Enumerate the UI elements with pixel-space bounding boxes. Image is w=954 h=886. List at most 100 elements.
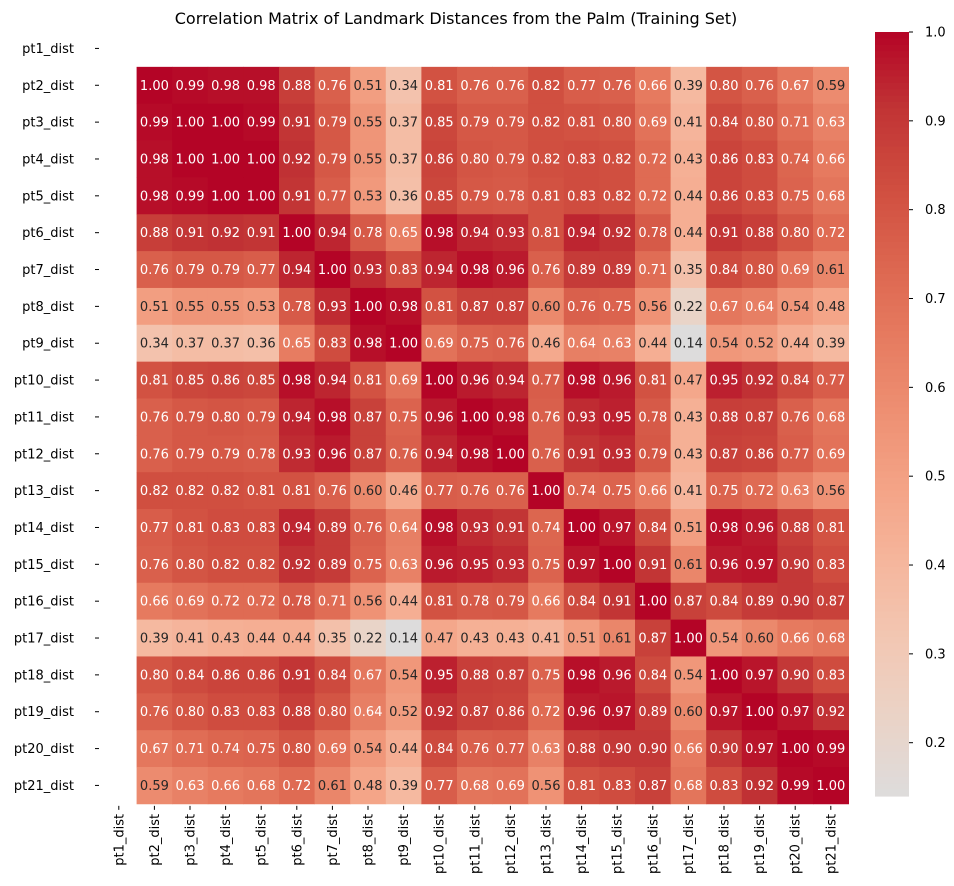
- cell-value-label: 0.93: [282, 447, 311, 462]
- cell-value-label: 0.98: [211, 79, 240, 94]
- cell-value-label: 0.97: [781, 705, 810, 720]
- heatmap-cell: [136, 103, 173, 141]
- cell-value-label: 0.81: [425, 595, 454, 610]
- cell-value-label: 0.82: [603, 152, 632, 167]
- heatmap-cell: [777, 361, 814, 399]
- heatmap-cell: [314, 582, 351, 620]
- heatmap-cell: [207, 545, 244, 584]
- heatmap-cell: [385, 472, 422, 510]
- heatmap-cell: [279, 730, 315, 768]
- heatmap-cell: [279, 66, 315, 105]
- cell-value-label: 0.80: [781, 226, 810, 241]
- colorbar-segment: [875, 725, 909, 733]
- heatmap-cell: [563, 509, 600, 547]
- heatmap-cell: [314, 693, 351, 731]
- heatmap-cell: [741, 324, 778, 363]
- heatmap-cell: [599, 251, 636, 289]
- colorbar-segment: [875, 745, 909, 753]
- heatmap-cell: [243, 730, 280, 768]
- heatmap-cell: [314, 103, 351, 141]
- heatmap-cell: [492, 730, 529, 768]
- cell-value-label: 0.83: [247, 705, 276, 720]
- cell-value-label: 0.83: [318, 337, 347, 352]
- colorbar-segment: [875, 706, 909, 714]
- heatmap-cell: [421, 251, 458, 289]
- cell-value-label: 0.60: [354, 484, 383, 499]
- heatmap-cell: [670, 435, 707, 473]
- cell-value-label: 0.88: [781, 521, 810, 536]
- cell-value-label: 0.83: [211, 705, 240, 720]
- cell-value-label: 0.81: [425, 79, 454, 94]
- cell-value-label: 0.96: [318, 447, 347, 462]
- heatmap-cell: [741, 767, 778, 805]
- heatmap-cell: [136, 66, 173, 105]
- cell-value-label: 0.59: [140, 779, 169, 794]
- cell-value-label: 0.69: [781, 263, 810, 278]
- heatmap-cell: [350, 140, 387, 178]
- heatmap-cell: [457, 361, 493, 399]
- cell-value-label: 0.91: [496, 521, 525, 536]
- cell-value-label: 0.86: [745, 447, 774, 462]
- cell-value-label: 0.60: [745, 632, 774, 647]
- heatmap-cell: [279, 214, 315, 252]
- heatmap-cell: [635, 140, 671, 178]
- colorbar-segment: [875, 191, 909, 199]
- cell-value-label: 0.81: [567, 779, 596, 794]
- colorbar-segment: [875, 534, 909, 542]
- heatmap-cell: [599, 693, 636, 731]
- heatmap-cell: [706, 693, 743, 731]
- cell-value-label: 0.87: [496, 300, 525, 315]
- heatmap-cell: [635, 545, 671, 584]
- cell-value-label: 1.00: [247, 189, 276, 204]
- heatmap-cell: [813, 509, 849, 547]
- cell-value-label: 0.95: [603, 410, 632, 425]
- heatmap-cell: [777, 324, 814, 363]
- cell-value-label: 0.14: [389, 632, 418, 647]
- colorbar-segment: [875, 254, 909, 262]
- cell-value-label: 0.95: [460, 558, 489, 573]
- colorbar-segment: [875, 375, 909, 383]
- colorbar-segment: [875, 82, 909, 90]
- heatmap-cell: [492, 177, 529, 215]
- colorbar-segment: [875, 783, 909, 791]
- colorbar-segment: [875, 280, 909, 288]
- cell-value-label: 0.76: [318, 79, 347, 94]
- colorbar-segment: [875, 216, 909, 224]
- heatmap-cell: [385, 324, 422, 363]
- cell-value-label: 0.68: [816, 189, 845, 204]
- y-tick-label: pt10_dist: [14, 374, 74, 389]
- cell-value-label: 0.98: [710, 521, 739, 536]
- heatmap-cell: [670, 324, 707, 363]
- heatmap-cell: [207, 398, 244, 436]
- heatmap-cell: [279, 472, 315, 510]
- cell-value-label: 0.81: [247, 484, 276, 499]
- cell-value-label: 0.95: [425, 668, 454, 683]
- heatmap-cell: [528, 656, 565, 694]
- cell-value-label: 0.82: [211, 484, 240, 499]
- heatmap-cell: [350, 472, 387, 510]
- heatmap-cell: [741, 214, 778, 252]
- heatmap-cell: [635, 730, 671, 768]
- cell-value-label: 0.85: [247, 374, 276, 389]
- heatmap-cell: [172, 730, 209, 768]
- heatmap-cell: [599, 767, 636, 805]
- cell-value-label: 0.88: [282, 79, 311, 94]
- cell-value-label: 0.80: [211, 410, 240, 425]
- chart-title: Correlation Matrix of Landmark Distances…: [175, 9, 738, 28]
- cell-value-label: 0.37: [176, 337, 205, 352]
- x-tick-label: pt11_dist: [468, 814, 483, 874]
- heatmap-cell: [670, 582, 707, 620]
- heatmap-cell: [492, 214, 529, 252]
- heatmap-cell: [207, 509, 244, 547]
- cell-value-label: 0.79: [176, 447, 205, 462]
- heatmap-cell: [136, 582, 173, 620]
- heatmap-cell: [350, 177, 387, 215]
- heatmap-cell: [813, 251, 849, 289]
- cell-value-label: 0.69: [389, 374, 418, 389]
- cell-value-label: 0.83: [211, 521, 240, 536]
- cell-value-label: 0.94: [460, 226, 489, 241]
- heatmap-cell: [243, 545, 280, 584]
- colorbar-segment: [875, 152, 909, 160]
- cell-value-label: 1.00: [389, 337, 418, 352]
